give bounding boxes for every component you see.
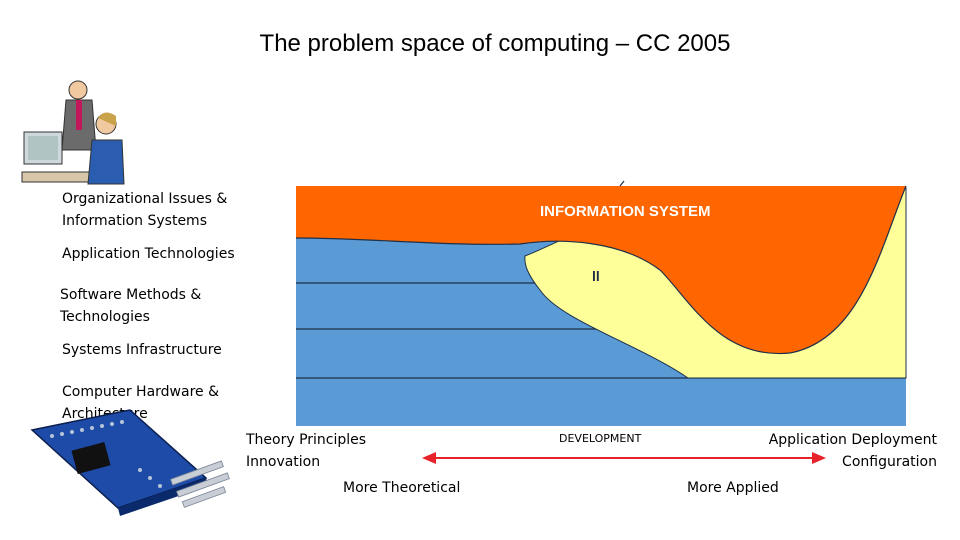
layer-label-application: Application Technologies — [62, 243, 235, 265]
axis-right-label: Application Deployment Configuration — [769, 429, 937, 473]
layer-label-line: Systems Infrastructure — [62, 342, 222, 358]
axis-right-line: Configuration — [842, 454, 937, 470]
more-applied-label: More Applied — [687, 480, 779, 496]
layer-label-software: Software Methods & Technologies — [60, 284, 201, 328]
layer-label-line: Technologies — [60, 309, 150, 325]
axis-left-line: Theory Principles — [246, 432, 367, 448]
orange-region — [296, 186, 906, 354]
more-theoretical-label: More Theoretical — [343, 480, 461, 496]
svg-text:ll: ll — [592, 268, 600, 284]
page-title: The problem space of computing – CC 2005 — [259, 30, 731, 57]
axis-left-line: Innovation — [246, 454, 321, 470]
circuit-board-clipart — [30, 409, 230, 516]
office-workers-clipart — [21, 78, 125, 186]
development-label: DEVELOPMENT — [559, 432, 642, 445]
information-system-label: INFORMATION SYSTEM — [540, 203, 711, 220]
layer-label-line: Organizational Issues & — [62, 191, 228, 207]
layer-label-organizational: Organizational Issues & Information Syst… — [62, 188, 227, 232]
layer-label-systems: Systems Infrastructure — [62, 339, 222, 361]
layer-label-line: Computer Hardware & — [62, 384, 220, 400]
theoretical-applied-arrow — [422, 452, 826, 464]
layer-label-line: Software Methods & — [60, 287, 202, 303]
layer-label-line: Application Technologies — [62, 246, 235, 262]
axis-left-label: Theory Principles Innovation — [246, 429, 366, 473]
layer-label-line: Information Systems — [62, 213, 207, 229]
axis-right-line: Application Deployment — [768, 432, 937, 448]
